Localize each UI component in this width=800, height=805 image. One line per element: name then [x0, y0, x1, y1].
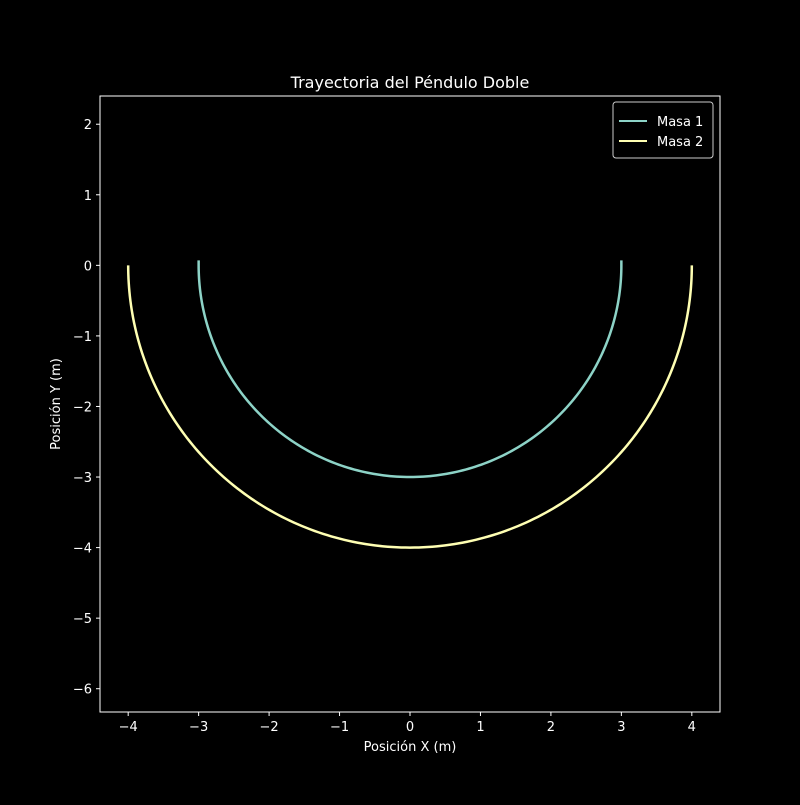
legend-label: Masa 1 [657, 115, 703, 130]
x-tick-label: 4 [688, 720, 696, 735]
x-tick-label: 1 [476, 720, 484, 735]
y-tick-label: −2 [73, 400, 92, 415]
x-tick-label: 0 [406, 720, 414, 735]
x-tick-label: 3 [617, 720, 625, 735]
y-tick-label: −6 [73, 683, 92, 698]
x-tick-label: −1 [330, 720, 349, 735]
y-tick-label: −1 [73, 330, 92, 345]
legend-label: Masa 2 [657, 135, 703, 150]
x-tick-label: −4 [119, 720, 138, 735]
plot-frame [99, 95, 721, 713]
y-axis: 2 1 0 −1 −2 −3 −4 −5 −6 [73, 118, 100, 698]
y-tick-label: 0 [84, 259, 92, 274]
y-tick-label: 1 [84, 189, 92, 204]
x-tick-label: 2 [547, 720, 555, 735]
y-tick-label: −4 [73, 542, 92, 557]
y-axis-label: Posición Y (m) [49, 358, 64, 450]
series-line-masa-1 [197, 260, 623, 479]
x-tick-label: −2 [260, 720, 279, 735]
y-tick-label: −5 [73, 612, 92, 627]
legend-box [612, 101, 714, 159]
x-axis: −4 −3 −2 −1 0 1 2 3 4 [119, 712, 696, 735]
x-tick-label: −3 [189, 720, 208, 735]
chart-title: Trayectoria del Péndulo Doble [290, 73, 530, 92]
series-layer [126, 260, 694, 549]
legend: Masa 1 Masa 2 [612, 101, 714, 159]
x-axis-label: Posición X (m) [364, 740, 457, 755]
y-tick-label: 2 [84, 118, 92, 133]
series-line-masa-2 [126, 265, 694, 549]
y-tick-label: −3 [73, 471, 92, 486]
